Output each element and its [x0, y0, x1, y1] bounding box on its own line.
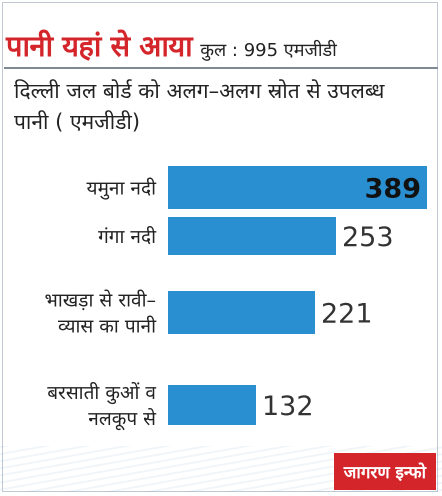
chart-subtitle: दिल्ली जल बोर्ड को अलग–अलग स्रोत से उपलब…	[14, 79, 385, 134]
category-label-3-1: नलकूप से	[88, 407, 157, 431]
divider	[4, 67, 438, 69]
value-label-1: 253	[342, 222, 394, 253]
category-label-2-0: भाखड़ा से रावी–	[44, 289, 156, 312]
value-label-0: 389	[365, 174, 421, 205]
category-label-2-1: व्यास का पानी	[58, 315, 157, 338]
bar-1	[168, 217, 336, 255]
category-label-1-0: गंगा नदी	[98, 225, 157, 248]
brand-badge: जागरण इन्फो	[333, 453, 436, 490]
bar-0	[168, 166, 427, 209]
bar-2	[168, 291, 315, 334]
value-label-2: 221	[321, 299, 373, 330]
header: पानी यहां से आया कुल : 995 एमजीडी	[6, 26, 337, 65]
total-label: कुल : 995 एमजीडी	[200, 40, 337, 61]
headline: पानी यहां से आया	[6, 29, 193, 63]
category-label-0-0: यमुना नदी	[87, 177, 158, 201]
bar-3	[168, 385, 256, 425]
value-label-3: 132	[262, 391, 314, 422]
category-label-3-0: बरसाती कुओं व	[47, 381, 156, 405]
